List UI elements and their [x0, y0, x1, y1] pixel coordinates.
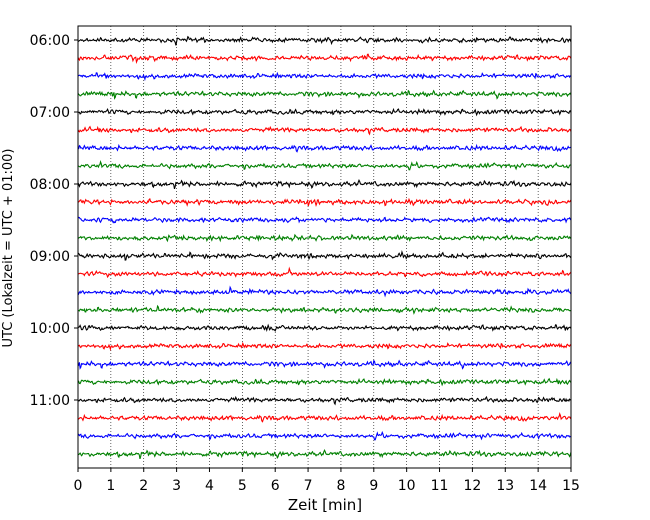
x-axis-label: Zeit [min]	[288, 496, 362, 514]
trace-8	[77, 160, 572, 171]
trace-6	[77, 125, 572, 136]
x-tick-label-5: 5	[238, 478, 247, 494]
trace-4	[77, 89, 572, 100]
trace-16	[77, 304, 572, 315]
x-tick-label-6: 6	[271, 478, 280, 494]
x-tick-label-8: 8	[336, 478, 345, 494]
trace-17	[77, 323, 572, 332]
trace-12	[77, 233, 572, 243]
trace-21	[77, 395, 572, 406]
trace-11	[77, 216, 572, 224]
x-tick-label-14: 14	[529, 478, 547, 494]
x-tick-label-11: 11	[431, 478, 449, 494]
trace-20	[77, 377, 572, 387]
x-tick-label-10: 10	[398, 478, 416, 494]
trace-14	[78, 266, 572, 279]
x-tick-label-9: 9	[369, 478, 378, 494]
x-tick-label-15: 15	[562, 478, 580, 494]
y-tick-label-1: 07:00	[30, 105, 70, 121]
y-tick-label-3: 09:00	[30, 249, 70, 265]
trace-1	[77, 35, 572, 46]
trace-9	[77, 179, 572, 190]
x-tick-label-2: 2	[139, 478, 148, 494]
seismic-traces	[77, 35, 572, 460]
trace-15	[77, 285, 572, 298]
trace-7	[77, 143, 572, 153]
plot-frame	[77, 25, 572, 469]
y-tick-label-2: 08:00	[30, 177, 70, 193]
trace-24	[77, 449, 572, 460]
y-tick-label-0: 06:00	[30, 33, 70, 49]
trace-18	[77, 341, 572, 352]
y-axis-ticks: 06:00 07:00 08:00 09:00 10:00 11:00	[30, 33, 78, 409]
x-tick-label-13: 13	[496, 478, 514, 494]
x-tick-label-12: 12	[463, 478, 481, 494]
x-tick-label-0: 0	[74, 478, 83, 494]
x-tick-label-4: 4	[205, 478, 214, 494]
y-axis-label: UTC (Lokalzeit = UTC + 01:00)	[1, 149, 16, 348]
trace-22	[77, 412, 572, 423]
trace-19	[77, 359, 572, 370]
y-tick-label-4: 10:00	[30, 321, 70, 337]
trace-10	[77, 197, 572, 207]
trace-23	[77, 430, 572, 441]
trace-13	[77, 250, 572, 261]
y-tick-label-5: 11:00	[30, 393, 70, 409]
x-axis-ticks: 0 1 2 3 4 5 6 7 8 9 10 11 12 13 14 15	[74, 468, 580, 494]
trace-2	[77, 53, 572, 65]
trace-5	[77, 107, 572, 117]
trace-3	[77, 71, 571, 82]
x-tick-label-1: 1	[106, 478, 115, 494]
x-tick-label-7: 7	[304, 478, 313, 494]
x-tick-label-3: 3	[172, 478, 181, 494]
